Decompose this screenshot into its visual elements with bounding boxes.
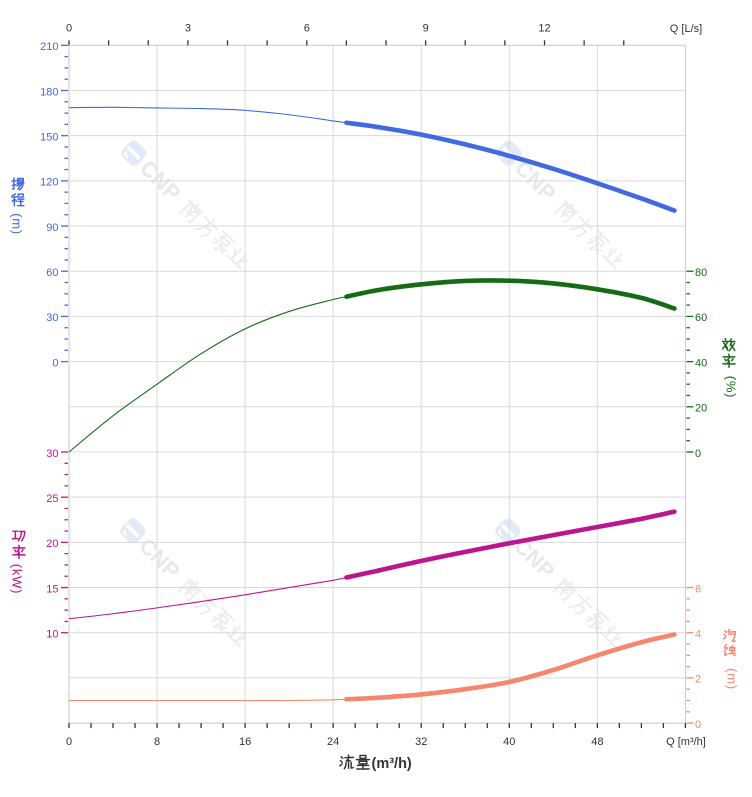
svg-text:8: 8 bbox=[154, 736, 160, 748]
svg-text:120: 120 bbox=[40, 177, 58, 189]
svg-text:40: 40 bbox=[695, 357, 707, 369]
svg-text:0: 0 bbox=[695, 448, 701, 460]
svg-text:20: 20 bbox=[46, 538, 58, 550]
svg-text:(m): (m) bbox=[725, 668, 740, 690]
svg-text:4: 4 bbox=[695, 629, 701, 641]
svg-text:24: 24 bbox=[327, 736, 339, 748]
svg-text:210: 210 bbox=[40, 41, 58, 53]
svg-text:150: 150 bbox=[40, 131, 58, 143]
svg-text:90: 90 bbox=[46, 222, 58, 234]
svg-text:(%): (%) bbox=[724, 376, 739, 399]
svg-text:180: 180 bbox=[40, 86, 58, 98]
svg-text:60: 60 bbox=[46, 267, 58, 279]
svg-text:0: 0 bbox=[695, 719, 701, 731]
svg-text:6: 6 bbox=[695, 583, 701, 595]
svg-text:30: 30 bbox=[46, 448, 58, 460]
svg-text:Q [L/s]: Q [L/s] bbox=[670, 23, 702, 35]
svg-text:10: 10 bbox=[46, 629, 58, 641]
svg-text:80: 80 bbox=[695, 267, 707, 279]
svg-text:25: 25 bbox=[46, 493, 58, 505]
svg-text:30: 30 bbox=[46, 312, 58, 324]
svg-text:32: 32 bbox=[415, 736, 427, 748]
svg-text:(m): (m) bbox=[10, 213, 25, 235]
svg-text:0: 0 bbox=[66, 23, 72, 35]
svg-text:(m³/h): (m³/h) bbox=[372, 756, 412, 772]
svg-text:9: 9 bbox=[423, 23, 429, 35]
svg-text:48: 48 bbox=[591, 736, 603, 748]
svg-text:0: 0 bbox=[66, 736, 72, 748]
svg-text:16: 16 bbox=[239, 736, 251, 748]
svg-text:Q [m³/h]: Q [m³/h] bbox=[666, 736, 706, 748]
svg-text:3: 3 bbox=[185, 23, 191, 35]
svg-text:15: 15 bbox=[46, 583, 58, 595]
svg-text:12: 12 bbox=[538, 23, 550, 35]
svg-text:(kW): (kW) bbox=[10, 564, 25, 595]
svg-text:40: 40 bbox=[503, 736, 515, 748]
svg-text:20: 20 bbox=[695, 403, 707, 415]
svg-text:6: 6 bbox=[304, 23, 310, 35]
svg-text:60: 60 bbox=[695, 312, 707, 324]
svg-text:2: 2 bbox=[695, 674, 701, 686]
svg-text:0: 0 bbox=[52, 357, 58, 369]
